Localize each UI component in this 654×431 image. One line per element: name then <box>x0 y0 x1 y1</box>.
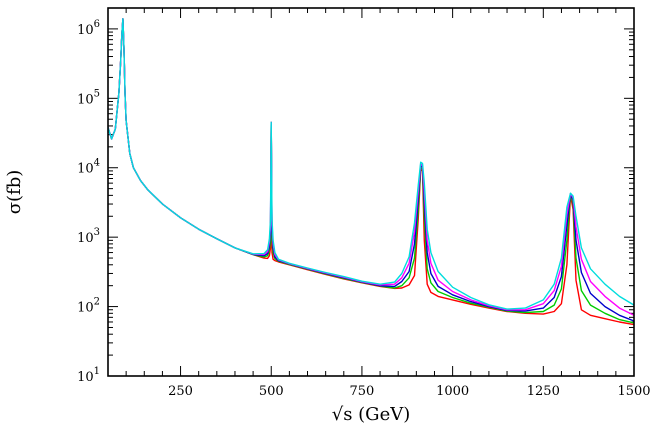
y-tick-label: 103 <box>77 227 100 246</box>
axis-ticks <box>108 7 635 377</box>
x-tick-label: 500 <box>259 384 284 399</box>
series-line-2 <box>108 18 634 324</box>
series-line-4 <box>108 18 634 316</box>
series-line-3 <box>108 18 634 322</box>
x-tick-label: 1500 <box>617 384 650 399</box>
y-tick-label: 101 <box>77 366 100 385</box>
y-tick-label: 105 <box>77 88 100 107</box>
y-tick-label: 106 <box>77 19 100 38</box>
series-layer <box>108 18 634 326</box>
y-tick-labels: 101 102 103 104 105 106 <box>77 19 100 385</box>
y-tick-label: 102 <box>77 297 100 316</box>
x-axis-title: √s (GeV) <box>332 404 411 425</box>
x-tick-label: 250 <box>168 384 193 399</box>
x-tick-labels: 250 500 750 1000 1250 1500 <box>168 384 650 399</box>
y-tick-label: 104 <box>77 158 100 177</box>
plot-frame <box>107 7 635 377</box>
x-tick-label: 750 <box>350 384 375 399</box>
x-tick-label: 1250 <box>527 384 560 399</box>
x-tick-label: 1000 <box>436 384 469 399</box>
y-axis-title: σ(fb) <box>4 170 25 215</box>
series-line-5 <box>108 18 634 310</box>
